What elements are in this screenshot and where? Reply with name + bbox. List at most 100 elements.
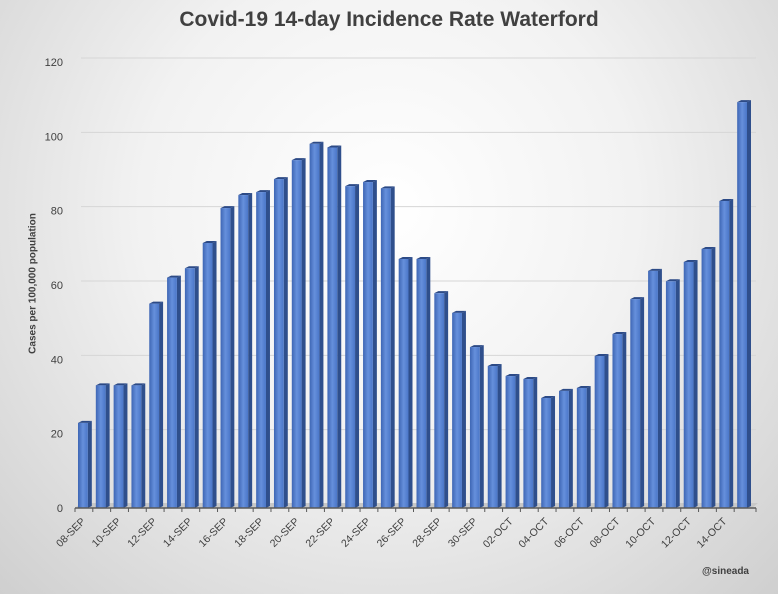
bar-top xyxy=(612,332,627,335)
bar-side xyxy=(497,364,502,508)
x-tick-label: 08-SEP xyxy=(54,516,88,550)
bar-top xyxy=(505,374,520,377)
bar-top xyxy=(184,266,199,269)
bar xyxy=(523,379,534,508)
bar-side xyxy=(248,193,253,508)
bar xyxy=(630,299,641,508)
bar xyxy=(291,160,302,508)
y-tick-label: 120 xyxy=(45,57,63,69)
bar xyxy=(487,366,498,508)
bar xyxy=(505,376,516,508)
bar-top xyxy=(380,186,395,189)
bar-top xyxy=(559,388,573,391)
credit-label: @sineada xyxy=(702,566,749,577)
bar-top xyxy=(291,158,306,161)
bar xyxy=(167,277,177,508)
bar-top xyxy=(149,301,164,304)
x-tick-label: 28-SEP xyxy=(410,516,444,550)
bar xyxy=(541,397,552,508)
y-tick-label: 100 xyxy=(45,131,63,143)
bar-top xyxy=(594,353,609,356)
bar-side xyxy=(747,100,751,508)
bar-top xyxy=(648,268,662,271)
bar xyxy=(452,312,462,508)
bar xyxy=(737,102,747,508)
bar xyxy=(559,390,569,508)
bar-top xyxy=(273,177,288,180)
bar-side xyxy=(729,199,734,508)
x-tick-label: 26-SEP xyxy=(375,516,409,550)
bar-side xyxy=(533,377,538,508)
bar-side xyxy=(372,180,377,508)
bar-side xyxy=(515,374,520,508)
bar xyxy=(612,334,623,508)
bar-top xyxy=(434,291,449,294)
x-tick-label: 22-SEP xyxy=(303,516,337,550)
bar xyxy=(184,268,195,508)
bar-side xyxy=(444,291,449,508)
bar xyxy=(149,303,160,508)
x-tick-label: 18-SEP xyxy=(232,516,266,550)
bar-top xyxy=(701,246,716,249)
bar xyxy=(131,385,142,508)
bar xyxy=(576,387,587,508)
bar xyxy=(78,422,88,508)
bar xyxy=(665,281,676,508)
y-tick-label: 0 xyxy=(57,503,63,515)
bar-top xyxy=(345,184,360,187)
bar xyxy=(701,248,712,508)
x-tick-label: 12-SEP xyxy=(125,516,159,550)
bar-top xyxy=(256,190,270,193)
bar xyxy=(648,270,658,508)
bar-top xyxy=(469,345,484,348)
bar-side xyxy=(301,158,306,508)
bar xyxy=(683,261,694,508)
bar-side xyxy=(337,145,342,508)
x-tick-label: 08-OCT xyxy=(588,515,623,550)
bar-top xyxy=(220,206,235,209)
bar-top xyxy=(630,297,645,300)
bar-top xyxy=(416,256,431,259)
bar-top xyxy=(309,141,324,144)
bar-side xyxy=(675,279,680,508)
y-tick-label: 80 xyxy=(51,206,63,218)
bar-side xyxy=(586,385,591,508)
bar-top xyxy=(487,364,502,367)
bar-side xyxy=(479,345,484,508)
bar-side xyxy=(87,420,92,508)
bar xyxy=(434,293,445,508)
x-tick-label: 24-SEP xyxy=(339,516,373,550)
bar-side xyxy=(390,186,395,508)
bar-top xyxy=(523,377,538,380)
bar-top xyxy=(665,279,680,282)
bar-side xyxy=(426,256,431,508)
bar-side xyxy=(105,383,110,508)
x-tick-label: 10-SEP xyxy=(90,516,124,550)
bar-side xyxy=(551,395,556,508)
y-tick-label: 40 xyxy=(51,354,63,366)
bar-side xyxy=(176,275,181,508)
bar-top xyxy=(167,275,181,278)
bar-top xyxy=(95,383,110,386)
bar xyxy=(256,192,266,509)
bar xyxy=(327,147,338,508)
bar xyxy=(398,258,409,508)
x-tick-label: 20-SEP xyxy=(268,516,302,550)
bar-side xyxy=(355,184,360,509)
bar-side xyxy=(212,241,217,509)
bar xyxy=(238,195,249,508)
bar xyxy=(363,182,373,508)
bar-side xyxy=(604,353,609,508)
bar-side xyxy=(657,268,662,508)
bar-side xyxy=(622,332,627,508)
x-tick-label: 04-OCT xyxy=(516,515,551,550)
bar-side xyxy=(711,246,716,508)
bar-side xyxy=(265,190,270,509)
bar-top xyxy=(452,310,466,313)
bar-top xyxy=(719,199,734,202)
bar-side xyxy=(230,206,235,508)
x-tick-label: 06-OCT xyxy=(552,515,587,550)
bar-top xyxy=(78,420,92,423)
x-tick-label: 02-OCT xyxy=(481,515,516,550)
